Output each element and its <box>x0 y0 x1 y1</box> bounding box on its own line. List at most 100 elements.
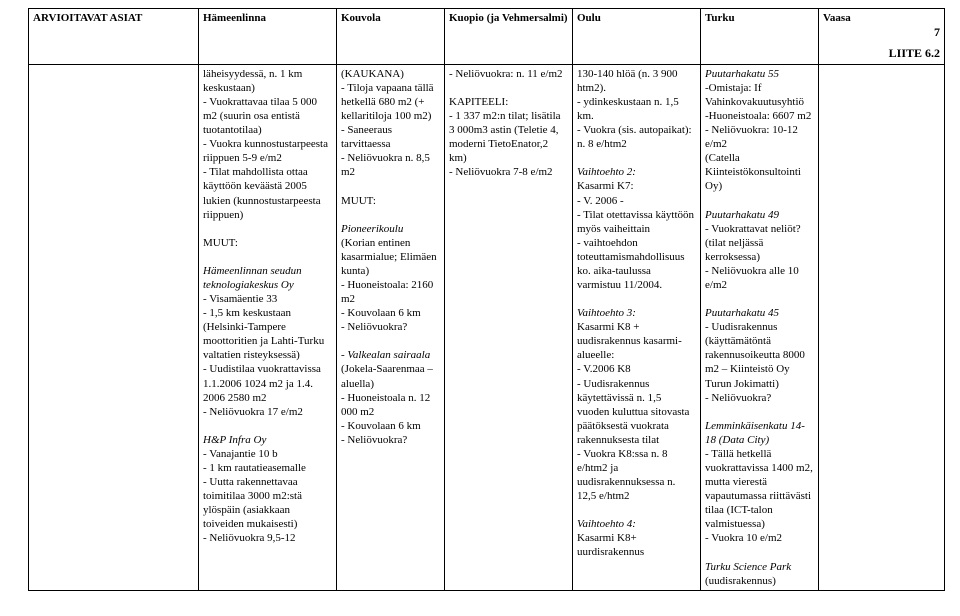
col7-label: Vaasa <box>823 12 851 24</box>
c6-line: - Uudisrakennus (käyttämätöntä rakennuso… <box>705 320 814 390</box>
body-col7 <box>819 64 945 590</box>
c6-p45-title: Puutarhakatu 45 <box>705 306 814 320</box>
header-col4: Kuopio (ja Vehmersalmi) <box>445 9 573 65</box>
c3-pk-suffix: (Korian entinen kasarmialue; Elimäen kun… <box>341 237 437 277</box>
c4-line: - 1 337 m2:n tilat; lisätila 3 000m3 ast… <box>449 109 568 165</box>
c2-line: - Uudistilaa vuokrattavissa 1.1.2006 102… <box>203 362 332 404</box>
c5-line: - vaihtoehdon toteuttamismahdollisuus ko… <box>577 236 696 292</box>
main-table: ARVIOITAVAT ASIAT Hämeenlinna Kouvola Ku… <box>28 8 945 591</box>
header-col1: ARVIOITAVAT ASIAT <box>29 9 199 65</box>
c6-line: (uudisrakennus) <box>705 574 814 588</box>
c5-line: - Vuokra K8:ssa n. 8 e/htm2 ja uudisrake… <box>577 447 696 503</box>
c5-v4-title: Vaihtoehto 4: <box>577 517 696 531</box>
header-col6: Turku <box>701 9 819 65</box>
c6-line: - Vuokra 10 e/m2 <box>705 531 814 545</box>
c5-line <box>577 292 696 306</box>
header-row: ARVIOITAVAT ASIAT Hämeenlinna Kouvola Ku… <box>29 9 945 65</box>
c6-line: -Omistaja: If Vahinkovakuutusyhtiö <box>705 81 814 109</box>
page: ARVIOITAVAT ASIAT Hämeenlinna Kouvola Ku… <box>0 0 960 616</box>
c5-line: Kasarmi K7: <box>577 179 696 193</box>
c4-line: - Neliövuokra: n. 11 e/m2 <box>449 67 568 81</box>
c3-line: - Huoneistoala n. 12 000 m2 <box>341 391 440 419</box>
c3-line: - Tiloja vapaana tällä hetkellä 680 m2 (… <box>341 81 440 123</box>
c3-line <box>341 208 440 222</box>
c5-line: Kasarmi K8 + uudisrakennus kasarmi-aluee… <box>577 320 696 362</box>
c2-line: - Vanajantie 10 b <box>203 447 332 461</box>
c3-line: - Saneeraus tarvittaessa <box>341 123 440 151</box>
c2-line: - 1 km rautatieasemalle <box>203 461 332 475</box>
c3-line: - Neliövuokra? <box>341 433 440 447</box>
c6-line: - Neliövuokra? <box>705 391 814 405</box>
c6-line: - Neliövuokra: 10-12 e/m2 <box>705 123 814 151</box>
c6-line: (Catella Kiinteistökonsultointi Oy) <box>705 151 814 193</box>
c6-line <box>705 545 814 559</box>
body-col1 <box>29 64 199 590</box>
c2-line: läheisyydessä, n. 1 km keskustaan) <box>203 67 332 95</box>
c6-line: - Vuokrattavat neliöt? (tilat neljässä k… <box>705 222 814 264</box>
c2-line: - Tilat mahdollista ottaa käyttöön kevää… <box>203 165 332 221</box>
c5-line: - ydinkeskustaan n. 1,5 km. <box>577 95 696 123</box>
c4-line: - Neliövuokra 7-8 e/m2 <box>449 165 568 179</box>
c6-line: - Neliövuokra alle 10 e/m2 <box>705 264 814 292</box>
c2-muut: MUUT: <box>203 236 332 250</box>
header-col3: Kouvola <box>337 9 445 65</box>
body-col6: Puutarhakatu 55 -Omistaja: If Vahinkovak… <box>701 64 819 590</box>
liite-label: LIITE 6.2 <box>823 46 940 61</box>
body-col4: - Neliövuokra: n. 11 e/m2 KAPITEELI: - 1… <box>445 64 573 590</box>
c5-v2-title: Vaihtoehto 2: <box>577 165 696 179</box>
c2-line: - Neliövuokra 17 e/m2 <box>203 405 332 419</box>
body-col5: 130-140 hlöä (n. 3 900 htm2). - ydinkesk… <box>573 64 701 590</box>
c2-hp-title: H&P Infra Oy <box>203 433 332 447</box>
c2-line: - Vuokrattavaa tilaa 5 000 m2 (suurin os… <box>203 95 332 137</box>
c5-line <box>577 151 696 165</box>
c6-line <box>705 194 814 208</box>
c3-line: - Valkealan sairaala (Jokela-Saarenmaa –… <box>341 348 440 390</box>
c6-line <box>705 405 814 419</box>
c6-tsp-title: Turku Science Park <box>705 560 814 574</box>
c2-line: - Vuokra kunnostustarpeesta riippuen 5-9… <box>203 137 332 165</box>
header-col7: Vaasa 7 LIITE 6.2 <box>819 9 945 65</box>
c6-line: - Tällä hetkellä vuokrattavissa 1400 m2,… <box>705 447 814 531</box>
c5-line: - V.2006 K8 <box>577 362 696 376</box>
c3-pk-title: Pioneerikoulu <box>341 223 403 235</box>
c6-p49-title: Puutarhakatu 49 <box>705 208 814 222</box>
c2-line: - Neliövuokra 9,5-12 <box>203 531 332 545</box>
c5-v3-title: Vaihtoehto 3: <box>577 306 696 320</box>
c3-line: - Kouvolaan 6 km <box>341 306 440 320</box>
c5-line <box>577 503 696 517</box>
c3-line: (KAUKANA) <box>341 67 440 81</box>
c3-line: - Huoneistoala: 2160 m2 <box>341 278 440 306</box>
c2-line <box>203 250 332 264</box>
c3-line <box>341 179 440 193</box>
c5-line: 130-140 hlöä (n. 3 900 htm2). <box>577 67 696 95</box>
c3-line: - Kouvolaan 6 km <box>341 419 440 433</box>
c6-lm-title: Lemminkäisenkatu 14-18 (Data City) <box>705 419 814 447</box>
c5-line: - Vuokra (sis. autopaikat): n. 8 e/htm2 <box>577 123 696 151</box>
header-col5: Oulu <box>573 9 701 65</box>
c5-line: Kasarmi K8+ uurdisrakennus <box>577 531 696 559</box>
c4-kap: KAPITEELI: <box>449 95 568 109</box>
header-col2: Hämeenlinna <box>199 9 337 65</box>
c2-line: - Uutta rakennettavaa toimitilaa 3000 m2… <box>203 475 332 531</box>
c3-vs-title: Valkealan sairaala <box>347 349 430 361</box>
c2-tech-title: Hämeenlinnan seudun teknologiakeskus Oy <box>203 264 332 292</box>
c3-line: Pioneerikoulu (Korian entinen kasarmialu… <box>341 222 440 278</box>
c6-p55-title: Puutarhakatu 55 <box>705 67 814 81</box>
body-row: läheisyydessä, n. 1 km keskustaan) - Vuo… <box>29 64 945 590</box>
c5-line: - V. 2006 - <box>577 194 696 208</box>
c3-muut: MUUT: <box>341 194 440 208</box>
c2-line: - Visamäentie 33 <box>203 292 332 306</box>
c5-line: - Uudisrakennus käytettävissä n. 1,5 vuo… <box>577 377 696 447</box>
page-number: 7 <box>823 25 940 40</box>
c2-line <box>203 222 332 236</box>
c3-line <box>341 334 440 348</box>
c3-vs-suffix: (Jokela-Saarenmaa – aluella) <box>341 363 433 389</box>
c4-line <box>449 81 568 95</box>
c2-line: - 1,5 km keskustaan (Helsinki-Tampere mo… <box>203 306 332 362</box>
body-col2: läheisyydessä, n. 1 km keskustaan) - Vuo… <box>199 64 337 590</box>
page-meta: 7 LIITE 6.2 <box>823 25 940 62</box>
c6-line <box>705 292 814 306</box>
body-col3: (KAUKANA) - Tiloja vapaana tällä hetkell… <box>337 64 445 590</box>
c6-line: -Huoneistoala: 6607 m2 <box>705 109 814 123</box>
c5-line: - Tilat otettavissa käyttöön myös vaihei… <box>577 208 696 236</box>
